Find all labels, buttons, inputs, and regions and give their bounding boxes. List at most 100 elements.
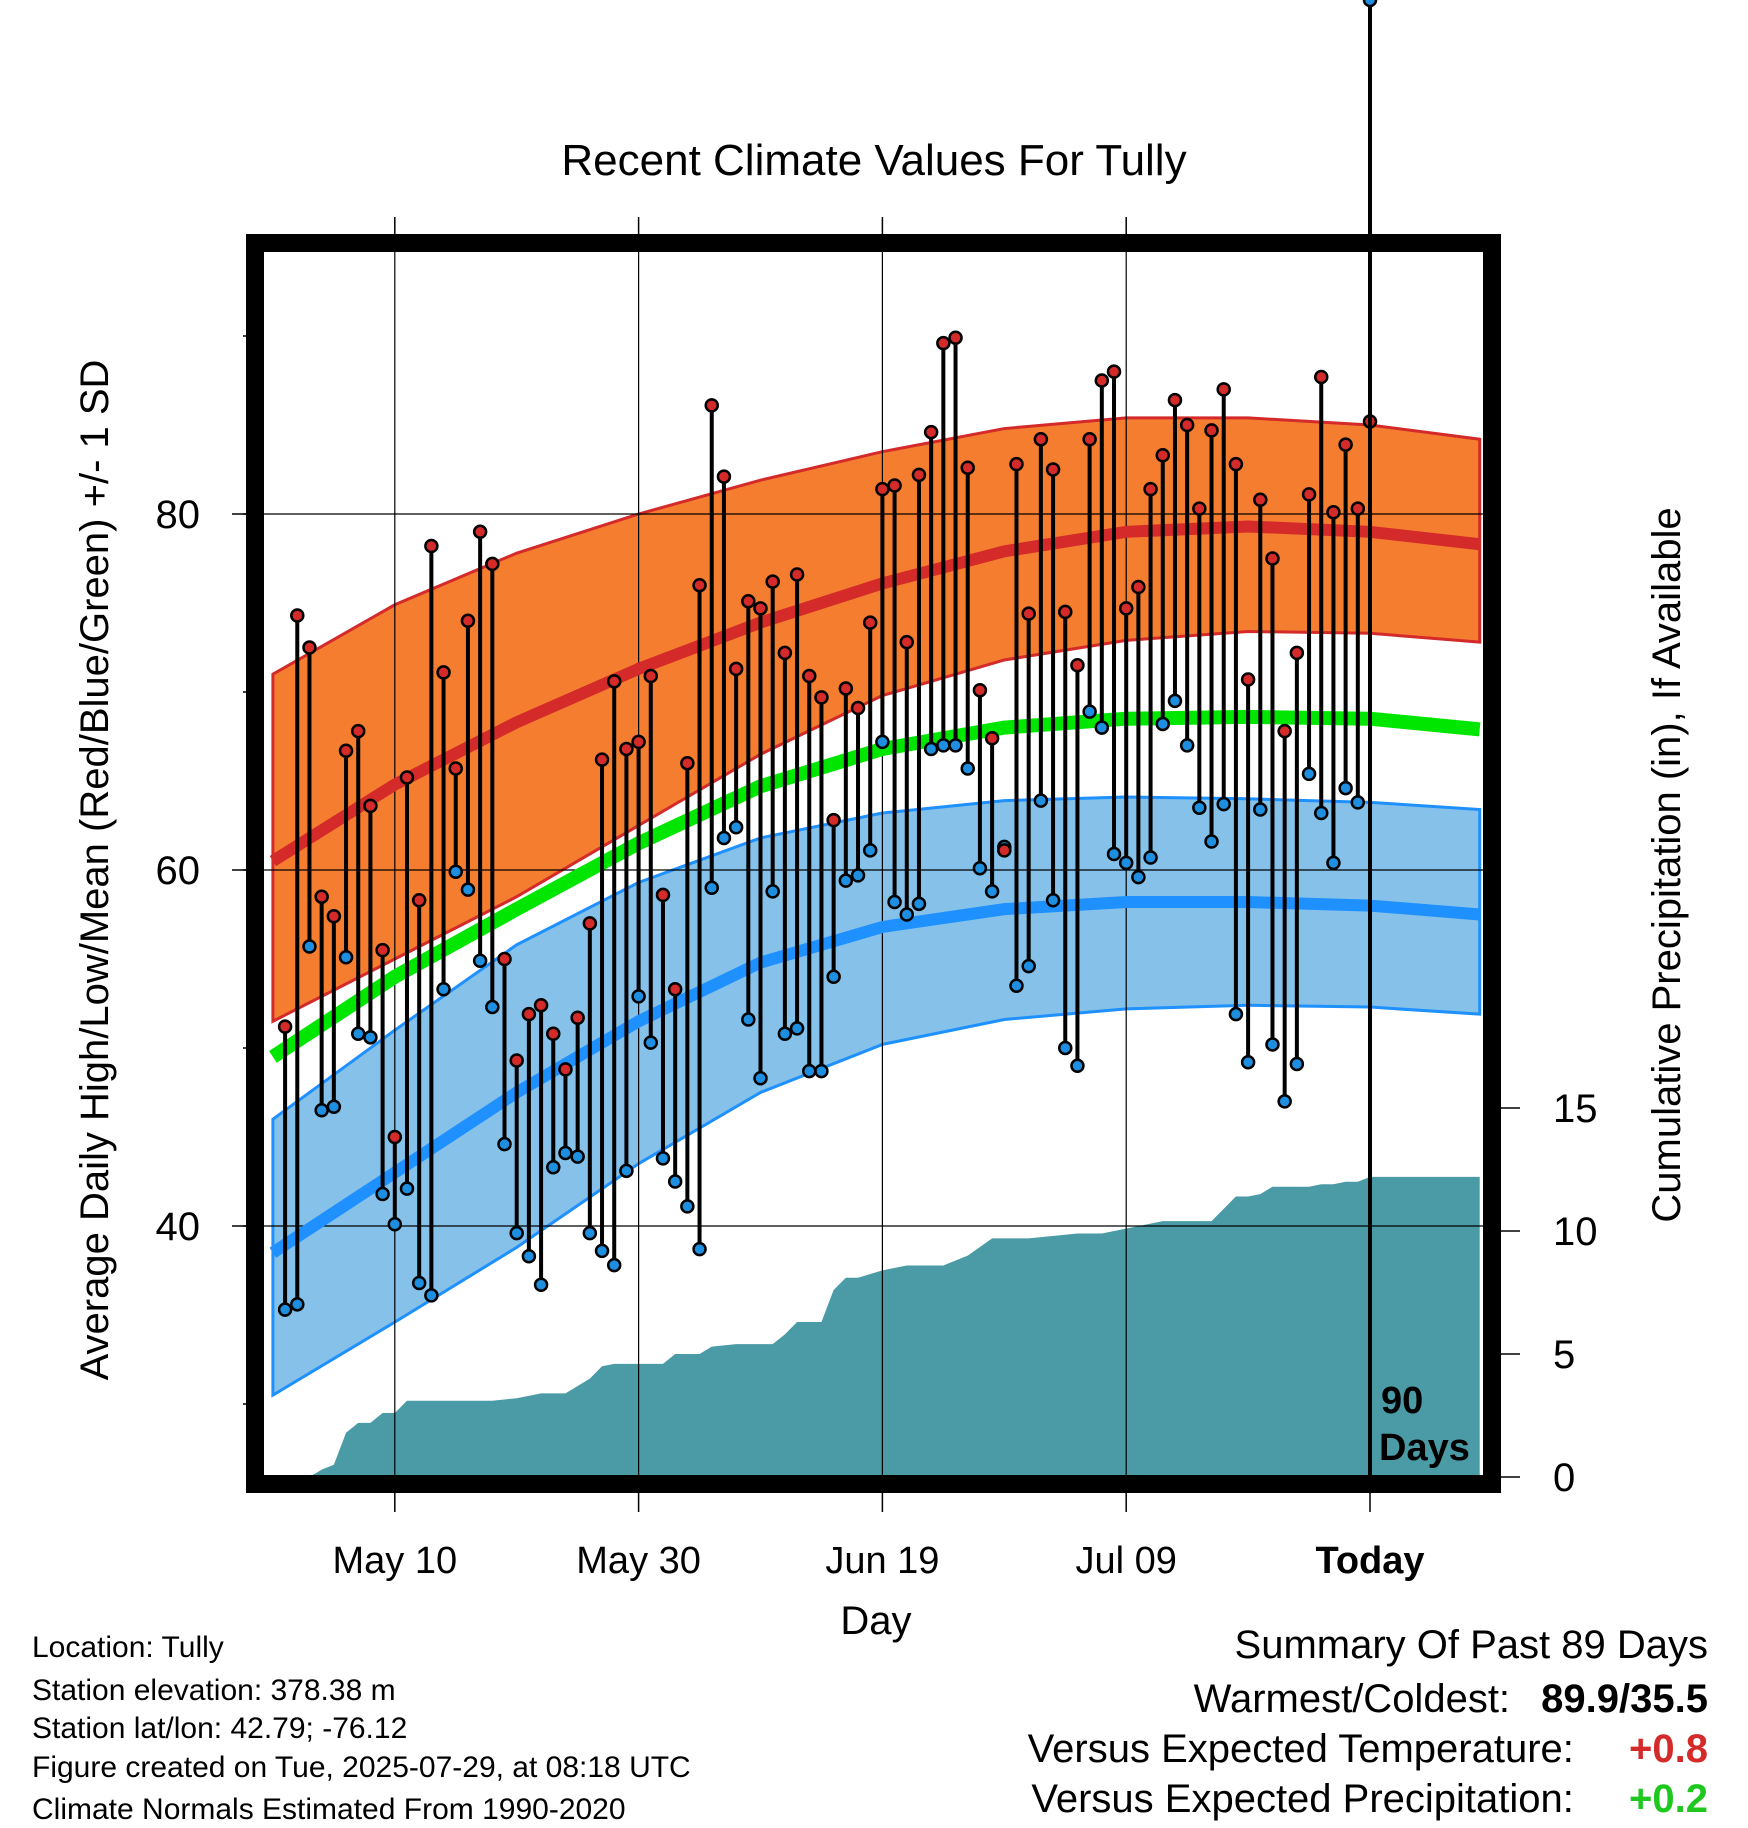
y2-tick-label: 10	[1553, 1210, 1598, 1254]
daily-low-point	[936, 738, 951, 753]
y2-axis-label: Cumulative Precipitation (in), If Availa…	[1645, 507, 1689, 1222]
summary-precip-row: Versus Expected Precipitation: +0.2	[1031, 1779, 1708, 1819]
daily-low-point	[704, 880, 719, 896]
daily-high-point	[716, 469, 732, 484]
daily-low-point	[1155, 716, 1171, 732]
daily-low-point	[363, 1030, 378, 1045]
daily-high-point	[923, 424, 939, 440]
daily-low-point	[1118, 855, 1134, 871]
daily-low-point	[899, 907, 915, 922]
daily-high-point	[1167, 392, 1183, 408]
warmest-value: 89.9/35.5	[1541, 1677, 1708, 1721]
daily-high-point	[1240, 672, 1256, 687]
daily-high-point	[814, 690, 829, 705]
daily-low-point	[399, 1181, 415, 1196]
daily-high-point	[1106, 364, 1122, 379]
daily-high-point	[655, 887, 671, 903]
y2-tick-label: 15	[1553, 1087, 1598, 1131]
daily-low-point	[789, 1021, 805, 1036]
daily-high-point	[1155, 448, 1171, 463]
daily-low-point	[606, 1257, 622, 1273]
latlon-text: Station lat/lon: 42.79; -76.12	[32, 1712, 408, 1745]
summary-title: Summary Of Past 89 Days	[1234, 1623, 1708, 1667]
daily-high-point	[302, 640, 317, 655]
daily-low-point	[850, 868, 866, 883]
daily-low-point	[887, 894, 902, 910]
daily-high-point	[1313, 369, 1329, 385]
precip-area	[272, 1176, 1480, 1477]
daily-high-point	[411, 893, 427, 908]
daily-low-point	[948, 738, 963, 753]
daily-low-point	[960, 761, 975, 776]
daily-high-point	[1265, 551, 1280, 566]
daily-high-point	[1033, 431, 1049, 447]
daily-high-point	[546, 1026, 561, 1042]
daily-high-point	[899, 634, 915, 650]
daily-low-point	[1253, 802, 1268, 817]
daily-low-point	[582, 1225, 598, 1241]
daily-low-point	[1326, 855, 1341, 871]
daily-high-point	[1326, 504, 1341, 520]
daily-high-point	[1216, 382, 1231, 397]
daily-high-point	[1228, 456, 1244, 472]
x-tick-label: May 30	[576, 1540, 701, 1582]
summary-temp-row: Versus Expected Temperature: +0.8	[1028, 1729, 1708, 1769]
daily-low-point	[765, 884, 780, 899]
daily-low-point	[1033, 793, 1049, 808]
daily-high-point	[460, 613, 476, 629]
created-text: Figure created on Tue, 2025-07-29, at 08…	[32, 1751, 691, 1784]
daily-high-point	[753, 601, 768, 616]
daily-high-point	[948, 330, 963, 346]
elevation-text: Station elevation: 378.38 m	[32, 1674, 396, 1707]
daily-low-point	[436, 982, 451, 997]
daily-low-point	[1082, 704, 1097, 719]
daily-high-point	[350, 723, 366, 739]
x-tick-label: Today	[1315, 1540, 1424, 1582]
daily-high-point	[1045, 462, 1061, 477]
daily-high-point	[984, 731, 1000, 746]
daily-low-point	[728, 820, 744, 835]
daily-low-point	[1070, 1058, 1085, 1074]
daily-high-point	[802, 668, 817, 684]
daily-low-point	[350, 1026, 366, 1042]
daily-high-point	[838, 681, 854, 696]
daily-high-point	[972, 682, 988, 698]
precipitation-area	[272, 1176, 1480, 1477]
daily-low-point	[875, 734, 890, 750]
daily-low-point	[314, 1103, 329, 1118]
daily-high-point	[960, 460, 975, 475]
daily-high-point	[1204, 423, 1219, 438]
daily-low-point	[692, 1241, 707, 1257]
today-label-line-2: Days	[1379, 1427, 1470, 1469]
daily-low-point	[1179, 738, 1195, 753]
daily-low-point	[411, 1275, 427, 1291]
daily-high-point	[290, 608, 305, 623]
daily-high-point	[326, 909, 342, 924]
chart-title: Recent Climate Values For Tully	[561, 136, 1186, 185]
warmest-label: Warmest/Coldest:	[1193, 1677, 1511, 1721]
daily-low-point	[1192, 800, 1207, 815]
daily-low-point	[1021, 958, 1036, 974]
temp-label: Versus Expected Temperature:	[1027, 1727, 1574, 1771]
daily-high-point	[558, 1062, 573, 1077]
low-normal-line	[269, 896, 1481, 1258]
daily-high-point	[533, 998, 549, 1013]
high-sd-band	[271, 416, 1482, 1024]
precip-label: Versus Expected Precipitation:	[1031, 1777, 1574, 1821]
daily-low-point	[1143, 850, 1158, 865]
daily-low-point	[862, 843, 878, 858]
axes: May 10 May 30 Jun 19 Jul 09 Today 40 60 80 0 5 10 1…	[156, 217, 1598, 1582]
daily-low-point	[631, 989, 646, 1004]
daily-high-point	[850, 700, 866, 716]
daily-low-point	[594, 1243, 610, 1259]
daily-low-point	[1277, 1094, 1292, 1109]
daily-low-point	[509, 1225, 524, 1241]
daily-high-point	[314, 889, 329, 904]
daily-high-point	[741, 593, 756, 609]
daily-low-point	[619, 1163, 634, 1179]
precip-value: +0.2	[1629, 1777, 1708, 1821]
x-tick-label: Jul 09	[1075, 1540, 1176, 1582]
daily-low-point	[1131, 869, 1146, 885]
daily-high-point	[1301, 487, 1317, 502]
x-tick-label: May 10	[332, 1540, 457, 1582]
